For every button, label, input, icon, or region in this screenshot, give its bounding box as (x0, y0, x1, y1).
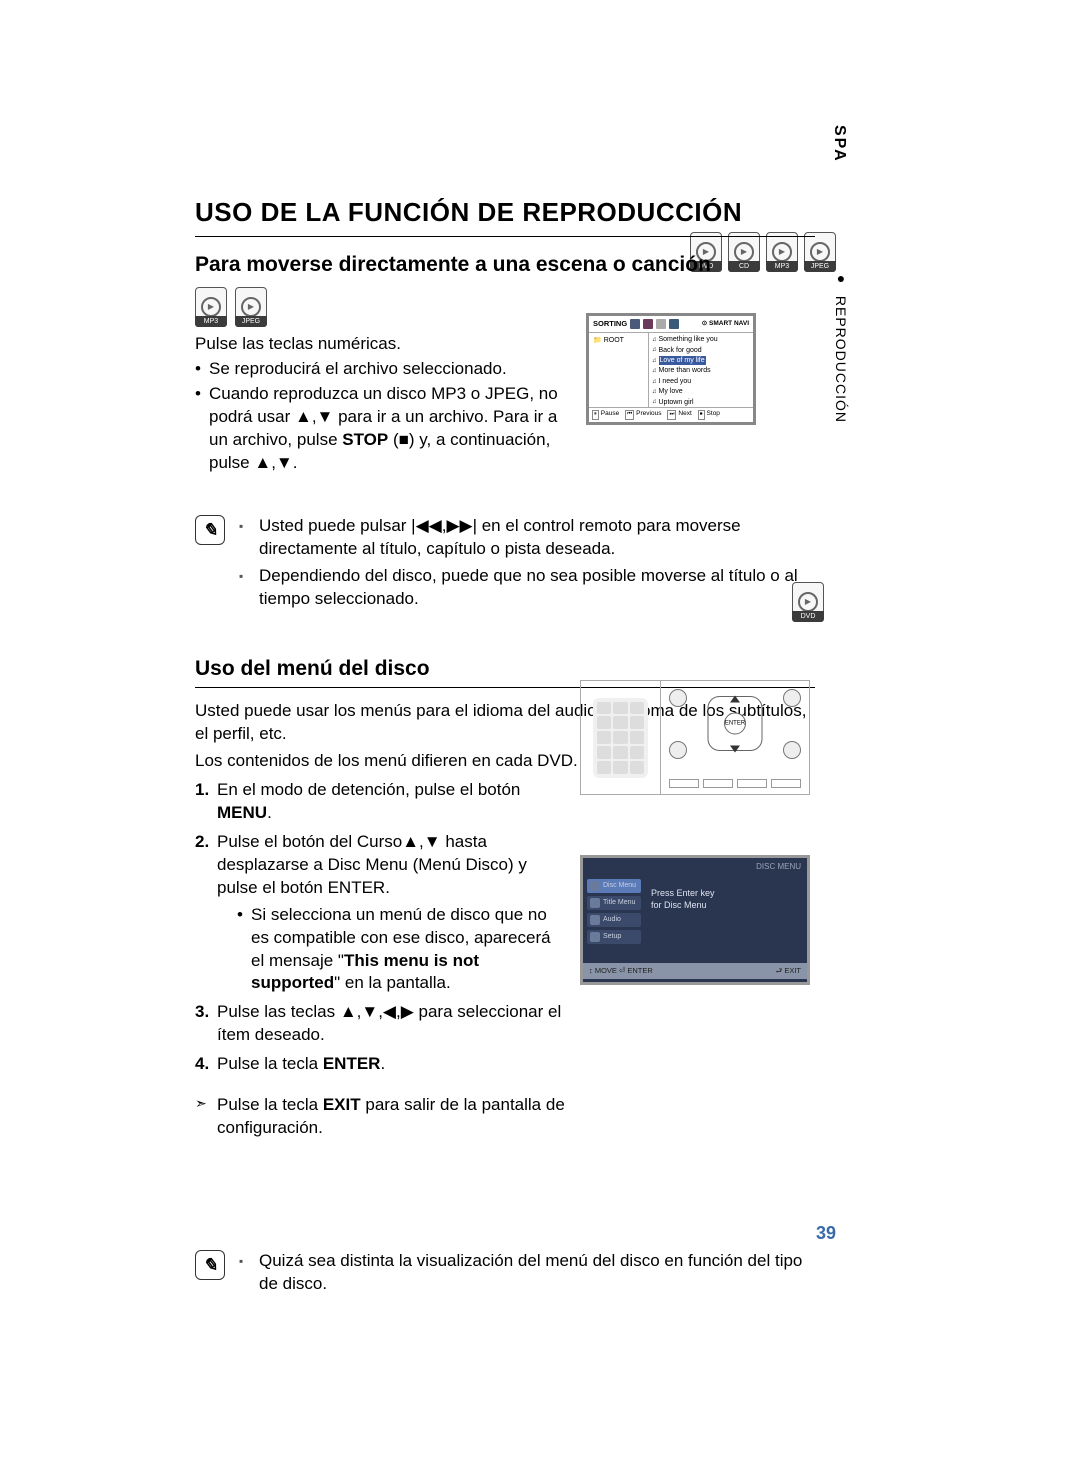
divider (195, 236, 815, 237)
round-button-icon (783, 689, 801, 707)
note-2: Dependiendo del disco, puede que no sea … (259, 565, 815, 611)
section1-heading: Para moverse directamente a una escena o… (195, 251, 815, 279)
remote-figure: ENTER (580, 680, 810, 795)
page-number: 39 (816, 1221, 836, 1245)
sorting-panel-figure: SORTING ⊙ SMART NAVI ROOT ♫Something lik… (586, 313, 756, 425)
round-button-icon (783, 741, 801, 759)
dpad-icon: ENTER (695, 691, 775, 756)
disc-icon-mp3-small: ▶MP3 (195, 287, 227, 327)
bullet-2: • Cuando reproduzca un disco MP3 o JPEG,… (195, 383, 560, 475)
note-icon: ✎ (195, 1250, 225, 1280)
disc-icons-section2: ▶DVD (792, 582, 824, 622)
intro-text: Pulse las teclas numéricas. (195, 333, 560, 356)
disc-icon-dvd: ▶DVD (792, 582, 824, 622)
step-4: 4. Pulse la tecla ENTER. (195, 1053, 565, 1076)
note-3: Quizá sea distinta la visualización del … (259, 1250, 815, 1296)
root-folder: ROOT (593, 336, 644, 345)
round-button-icon (669, 689, 687, 707)
note-box-2: ✎ ▪Quizá sea distinta la visualización d… (195, 1250, 815, 1300)
side-tab-lang: SPA (828, 125, 850, 163)
step-2: 2. Pulse el botón del Curso▲,▼ hasta des… (195, 831, 565, 996)
note-box-1: ✎ ▪Usted puede pulsar |◀◀,▶▶| en el cont… (195, 515, 815, 615)
page-title: USO DE LA FUNCIÓN DE REPRODUCCIÓN (195, 195, 815, 230)
keypad-icon (593, 698, 648, 778)
tv-tab: Disc Menu (587, 879, 641, 893)
exit-note: ➣ Pulse la tecla EXIT para salir de la p… (195, 1094, 565, 1140)
section2-heading: Uso del menú del disco (195, 655, 815, 683)
step-3: 3. Pulse las teclas ▲,▼,◀,▶ para selecci… (195, 1001, 565, 1047)
round-button-icon (669, 741, 687, 759)
side-tab-section: ● REPRODUCCIÓN (831, 270, 850, 423)
song-list: ♫Something like you ♫Back for good ♫Love… (649, 333, 753, 407)
note-1: Usted puede pulsar |◀◀,▶▶| en el control… (259, 515, 815, 561)
tv-tab: Audio (587, 913, 641, 927)
bullet-1: •Se reproducirá el archivo seleccionado. (195, 358, 560, 381)
tv-tab: Setup (587, 930, 641, 944)
tv-screen-figure: DISC MENU Disc Menu Title Menu Audio Set… (580, 855, 810, 985)
disc-icon-jpeg-small: ▶JPEG (235, 287, 267, 327)
step-1: 1. En el modo de detención, pulse el bot… (195, 779, 565, 825)
note-icon: ✎ (195, 515, 225, 545)
tv-tab: Title Menu (587, 896, 641, 910)
